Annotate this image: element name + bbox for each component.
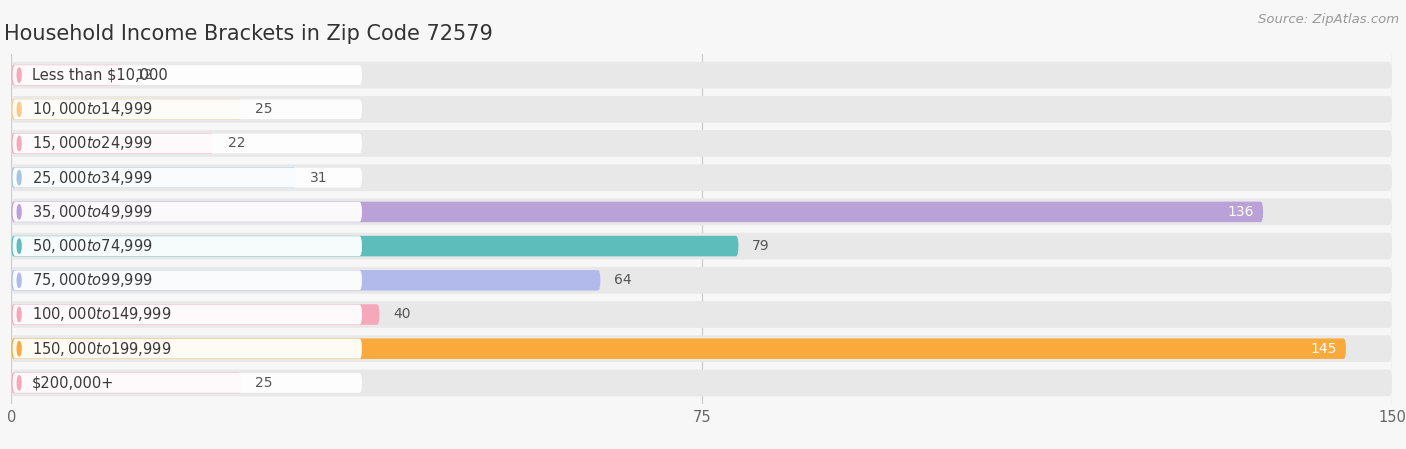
FancyBboxPatch shape <box>11 164 1392 191</box>
FancyBboxPatch shape <box>11 373 242 393</box>
FancyBboxPatch shape <box>13 304 361 325</box>
Text: $200,000+: $200,000+ <box>32 375 114 390</box>
Circle shape <box>17 68 21 82</box>
Circle shape <box>17 376 21 390</box>
FancyBboxPatch shape <box>11 304 380 325</box>
Text: 79: 79 <box>752 239 770 253</box>
FancyBboxPatch shape <box>13 270 361 290</box>
FancyBboxPatch shape <box>13 99 361 119</box>
Text: 25: 25 <box>254 102 273 116</box>
FancyBboxPatch shape <box>13 168 361 188</box>
FancyBboxPatch shape <box>11 202 1263 222</box>
Text: $35,000 to $49,999: $35,000 to $49,999 <box>32 203 153 221</box>
FancyBboxPatch shape <box>13 236 361 256</box>
Circle shape <box>17 308 21 321</box>
FancyBboxPatch shape <box>11 133 214 154</box>
Text: Less than $10,000: Less than $10,000 <box>32 68 167 83</box>
Text: $150,000 to $199,999: $150,000 to $199,999 <box>32 340 172 358</box>
Text: 31: 31 <box>311 171 328 185</box>
Text: Source: ZipAtlas.com: Source: ZipAtlas.com <box>1258 13 1399 26</box>
Circle shape <box>17 239 21 253</box>
FancyBboxPatch shape <box>13 339 361 359</box>
Circle shape <box>17 171 21 185</box>
Text: $50,000 to $74,999: $50,000 to $74,999 <box>32 237 153 255</box>
FancyBboxPatch shape <box>11 301 1392 328</box>
Text: $15,000 to $24,999: $15,000 to $24,999 <box>32 135 153 153</box>
FancyBboxPatch shape <box>13 373 361 393</box>
FancyBboxPatch shape <box>11 335 1392 362</box>
FancyBboxPatch shape <box>11 167 297 188</box>
Circle shape <box>17 273 21 287</box>
FancyBboxPatch shape <box>11 370 1392 396</box>
Text: $75,000 to $99,999: $75,000 to $99,999 <box>32 271 153 289</box>
FancyBboxPatch shape <box>11 267 1392 294</box>
Text: 25: 25 <box>254 376 273 390</box>
Text: 22: 22 <box>228 136 245 150</box>
Circle shape <box>17 342 21 356</box>
FancyBboxPatch shape <box>11 233 1392 260</box>
FancyBboxPatch shape <box>13 202 361 222</box>
Text: $10,000 to $14,999: $10,000 to $14,999 <box>32 100 153 118</box>
Text: $100,000 to $149,999: $100,000 to $149,999 <box>32 305 172 323</box>
FancyBboxPatch shape <box>11 99 242 119</box>
Text: 136: 136 <box>1227 205 1254 219</box>
FancyBboxPatch shape <box>11 270 600 291</box>
FancyBboxPatch shape <box>11 236 738 256</box>
FancyBboxPatch shape <box>11 62 1392 88</box>
Circle shape <box>17 205 21 219</box>
FancyBboxPatch shape <box>11 198 1392 225</box>
Text: $25,000 to $34,999: $25,000 to $34,999 <box>32 169 153 187</box>
Text: 64: 64 <box>614 273 631 287</box>
FancyBboxPatch shape <box>13 65 361 85</box>
FancyBboxPatch shape <box>11 96 1392 123</box>
Text: 12: 12 <box>135 68 153 82</box>
FancyBboxPatch shape <box>11 339 1346 359</box>
FancyBboxPatch shape <box>13 133 361 154</box>
Text: 145: 145 <box>1310 342 1337 356</box>
Text: 40: 40 <box>394 308 411 321</box>
Circle shape <box>17 136 21 150</box>
FancyBboxPatch shape <box>11 65 122 85</box>
Text: Household Income Brackets in Zip Code 72579: Household Income Brackets in Zip Code 72… <box>4 24 494 44</box>
FancyBboxPatch shape <box>11 130 1392 157</box>
Circle shape <box>17 102 21 116</box>
